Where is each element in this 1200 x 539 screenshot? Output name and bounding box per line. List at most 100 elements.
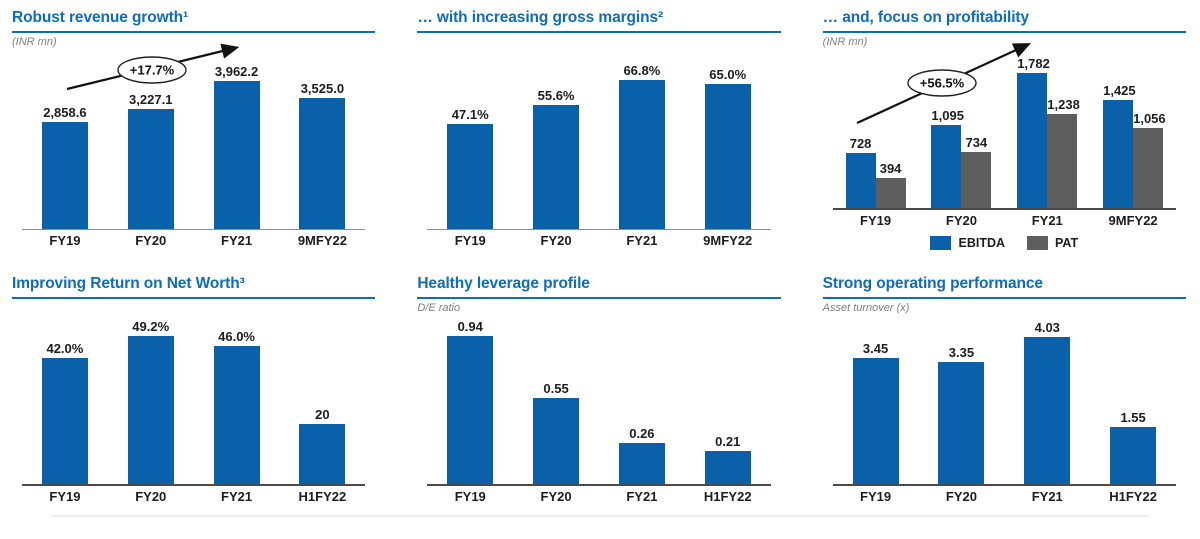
bar bbox=[213, 81, 260, 229]
legend-label: PAT bbox=[1055, 236, 1079, 250]
value-label: 1,425 bbox=[1103, 82, 1136, 98]
bar-plot: 3.45 3.35 4.03 1.55 bbox=[832, 316, 1176, 486]
category-label: FY20 bbox=[945, 213, 977, 228]
category-label: FY21 bbox=[1031, 213, 1063, 228]
value-label: 49.2% bbox=[132, 319, 170, 335]
category-label: H1FY22 bbox=[703, 489, 752, 504]
bar bbox=[1110, 427, 1157, 484]
category-label: FY21 bbox=[221, 233, 253, 248]
value-label: 3,227.1 bbox=[129, 91, 173, 107]
bar bbox=[447, 336, 494, 484]
title-underline bbox=[417, 31, 781, 33]
bar-slot: 0.94 bbox=[427, 316, 513, 484]
plot-wrapper: 42.0% 49.2% 46.0% 20 FY19 FY20 FY21 H1FY22 bbox=[12, 316, 375, 504]
bar-ebitda bbox=[931, 124, 962, 208]
category-label: FY20 bbox=[540, 489, 572, 504]
legend-item-ebitda: EBITDA bbox=[930, 236, 1005, 250]
panel-subtitle: (INR mn) bbox=[12, 36, 57, 48]
bar bbox=[1024, 336, 1071, 484]
bar-slot: 1.55 bbox=[1090, 316, 1176, 484]
legend: EBITDA PAT bbox=[823, 236, 1186, 250]
panel-title: … with increasing gross margins² bbox=[417, 9, 664, 26]
series-column-ebitda: 1,095 bbox=[931, 108, 964, 208]
bar-slot: 3,962.2 bbox=[194, 50, 280, 229]
category-label: FY21 bbox=[1031, 489, 1063, 504]
category-label: H1FY22 bbox=[298, 489, 347, 504]
bar-slot: 66.8% bbox=[599, 50, 685, 229]
category-label: FY19 bbox=[454, 233, 486, 248]
bar-slot: 1,095 734 bbox=[919, 50, 1005, 208]
panel-subtitle bbox=[417, 33, 780, 50]
panel-operating-performance: Strong operating performance Asset turno… bbox=[822, 274, 1186, 504]
panel-title: Healthy leverage profile bbox=[417, 275, 590, 292]
category-label: FY21 bbox=[626, 233, 658, 248]
bar-plot: 42.0% 49.2% 46.0% 20 bbox=[22, 316, 366, 486]
bottom-divider bbox=[52, 515, 1148, 517]
bar-slot: 46.0% bbox=[194, 316, 280, 484]
bar-pat bbox=[961, 152, 992, 208]
value-label: 0.26 bbox=[629, 426, 655, 442]
value-label: 3.35 bbox=[948, 344, 975, 360]
bar-slot: 3,525.0 bbox=[279, 50, 365, 229]
bar-ebitda bbox=[845, 152, 876, 208]
panel-subtitle: Asset turnover (x) bbox=[822, 302, 910, 314]
category-label: FY20 bbox=[135, 233, 167, 248]
panel-title: … and, focus on profitability bbox=[822, 9, 1030, 26]
series-column-pat: 1,238 bbox=[1047, 97, 1080, 208]
panel-title: Robust revenue growth¹ bbox=[12, 9, 189, 26]
bar-group: 1,095 734 bbox=[931, 108, 992, 208]
bar-pat bbox=[1133, 127, 1164, 208]
value-label: 1,782 bbox=[1017, 55, 1050, 71]
bar-slot: 1,425 1,056 bbox=[1090, 50, 1176, 208]
value-label: 42.0% bbox=[46, 341, 84, 356]
value-label: 65.0% bbox=[709, 66, 747, 82]
bar-slot: 3.35 bbox=[919, 316, 1005, 484]
legend-label: EBITDA bbox=[958, 236, 1006, 250]
plot-wrapper: 47.1% 55.6% 66.8% 65.0% FY19 FY20 FY21 9MFY22 bbox=[417, 50, 780, 248]
bar-group: 1,782 1,238 bbox=[1017, 55, 1080, 208]
series-column-pat: 1,056 bbox=[1133, 110, 1166, 208]
title-underline bbox=[822, 297, 1186, 299]
panel-return-on-net-worth: Improving Return on Net Worth³ 42.0% 49.2… bbox=[12, 274, 376, 504]
bar bbox=[618, 443, 665, 484]
value-label: 3,962.2 bbox=[214, 64, 259, 80]
category-label: FY20 bbox=[945, 489, 977, 504]
category-label: FY20 bbox=[540, 233, 572, 248]
dashboard-grid: Robust revenue growth¹ (INR mn) 2,858.6 3… bbox=[12, 8, 1186, 504]
value-label: 3,525.0 bbox=[300, 80, 345, 96]
value-label: 3.45 bbox=[862, 341, 889, 356]
category-label: 9MFY22 bbox=[1108, 213, 1158, 228]
bar-group: 728 394 bbox=[845, 135, 906, 208]
category-axis: FY19 FY20 FY21 9MFY22 bbox=[427, 233, 770, 248]
category-label: FY19 bbox=[49, 489, 81, 504]
category-label: 9MFY22 bbox=[297, 233, 347, 248]
category-axis: FY19 FY20 FY21 H1FY22 bbox=[833, 489, 1176, 504]
plot-wrapper: 2,858.6 3,227.1 3,962.2 3,525.0 +17.7% FY19 F… bbox=[12, 43, 375, 248]
bar-slot: 0.55 bbox=[513, 316, 599, 484]
bar-slot: 4.03 bbox=[1004, 316, 1090, 484]
plot-wrapper: 3.45 3.35 4.03 1.55 FY19 FY20 FY21 H1FY22 bbox=[823, 316, 1186, 504]
panel-subtitle bbox=[12, 299, 375, 316]
value-label: 2,858.6 bbox=[43, 105, 87, 121]
category-label: FY21 bbox=[626, 489, 658, 504]
panel-title: Strong operating performance bbox=[822, 275, 1043, 292]
plot-wrapper: 728 394 1,095 734 1,782 1,238 1,425 1,056 +56.5%… bbox=[823, 43, 1186, 228]
value-label: 1,056 bbox=[1133, 110, 1166, 126]
legend-swatch-ebitda bbox=[930, 236, 952, 250]
panel-gross-margins: … with increasing gross margins² 47.1% 55… bbox=[417, 8, 781, 250]
value-label: 728 bbox=[849, 135, 872, 151]
value-label: 0.94 bbox=[457, 319, 483, 335]
bar bbox=[299, 97, 346, 229]
category-label: FY19 bbox=[49, 233, 81, 248]
panel-leverage-profile: Healthy leverage profile D/E ratio 0.94 0… bbox=[417, 274, 781, 504]
bar bbox=[447, 123, 494, 229]
bar bbox=[533, 397, 580, 484]
title-underline bbox=[417, 297, 781, 299]
bar-plot: 47.1% 55.6% 66.8% 65.0% bbox=[427, 50, 771, 230]
value-label: 1,238 bbox=[1047, 97, 1080, 112]
panel-subtitle: D/E ratio bbox=[417, 302, 461, 314]
category-label: FY20 bbox=[135, 489, 167, 504]
value-label: 734 bbox=[965, 135, 988, 151]
bar-slot: 0.21 bbox=[685, 316, 771, 484]
category-label: FY21 bbox=[221, 489, 253, 504]
